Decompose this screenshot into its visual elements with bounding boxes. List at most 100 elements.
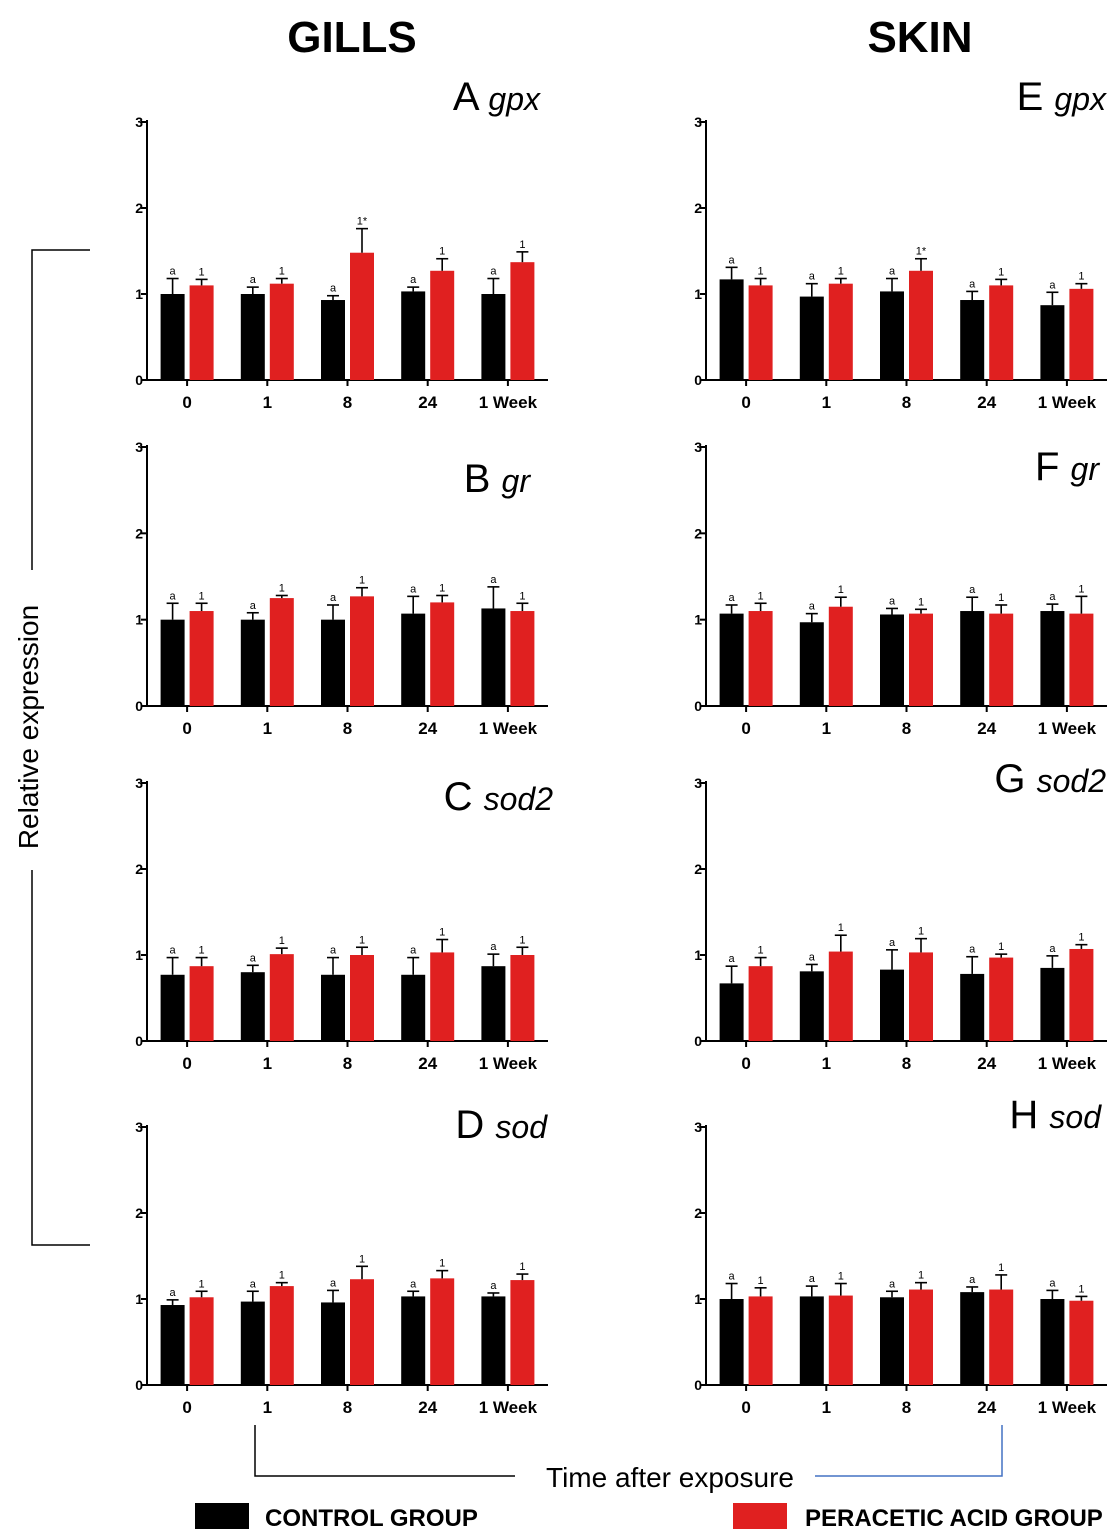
significance-label: 1	[998, 592, 1004, 604]
significance-label: 1	[918, 926, 924, 938]
significance-label: a	[729, 254, 736, 266]
control-bar	[880, 1297, 904, 1385]
x-tick-label: 24	[418, 393, 437, 412]
y-tick-label: 3	[694, 775, 702, 791]
legend-swatch-peracetic	[733, 1503, 787, 1529]
y-tick-label: 0	[135, 1377, 143, 1393]
control-bar	[960, 611, 985, 706]
significance-label: 1*	[916, 246, 927, 258]
significance-label: a	[170, 266, 177, 278]
x-tick-label: 8	[343, 719, 352, 738]
significance-label: 1	[838, 1271, 844, 1283]
panel-letter: G	[994, 757, 1036, 801]
x-tick-label: 1 Week	[479, 719, 538, 738]
y-tick-label: 2	[694, 1205, 702, 1221]
control-bar	[1040, 305, 1065, 380]
significance-label: a	[330, 945, 337, 957]
x-tick-label: 0	[182, 393, 191, 412]
control-bar	[1040, 611, 1065, 706]
x-axis-label: Time after exposure	[546, 1462, 794, 1493]
control-bar	[799, 296, 824, 380]
peracetic-bar	[350, 596, 374, 706]
panel-e: E gpx 0 1 2 3 0 a 1 1 a 1 8 a 1* 24 a 1 1 Week a 1	[694, 75, 1107, 412]
x-tick-label: 1 Week	[1038, 719, 1097, 738]
y-tick-label: 2	[135, 525, 143, 541]
significance-label: 1	[1078, 932, 1084, 944]
significance-label: a	[330, 592, 337, 604]
panel-letter: D	[455, 1103, 495, 1147]
skin-title: SKIN	[867, 13, 972, 62]
significance-label: 1	[439, 1258, 445, 1270]
peracetic-bar	[909, 270, 933, 380]
peracetic-bar	[828, 606, 853, 706]
panel-gene: gr	[1071, 451, 1101, 487]
x-tick-label: 8	[902, 393, 911, 412]
significance-label: 1	[279, 266, 285, 278]
panel-letter: A	[453, 75, 489, 119]
y-tick-label: 1	[694, 947, 702, 963]
panel-c: C sod2 0 1 2 3 0 a 1 1 a 1 8 a 1 24 a 1 1 Week a 1	[135, 775, 553, 1073]
significance-label: a	[170, 590, 177, 602]
significance-label: 1	[1078, 271, 1084, 283]
significance-label: a	[889, 595, 896, 607]
peracetic-bar	[430, 1278, 455, 1385]
peracetic-bar	[1069, 613, 1094, 706]
control-bar	[719, 1299, 744, 1385]
control-bar	[1040, 967, 1065, 1041]
peracetic-bar	[748, 966, 773, 1041]
y-tick-label: 3	[694, 1119, 702, 1135]
x-tick-label: 0	[741, 393, 750, 412]
panel-gene: gpx	[1054, 81, 1107, 117]
significance-label: a	[250, 1278, 257, 1290]
y-tick-label: 0	[135, 372, 143, 388]
x-tick-label: 24	[977, 719, 996, 738]
control-bar	[880, 969, 904, 1041]
peracetic-bar	[828, 283, 853, 380]
y-tick-label: 3	[135, 114, 143, 130]
peracetic-bar	[430, 270, 455, 380]
significance-label: 1	[998, 941, 1004, 953]
significance-label: a	[410, 274, 417, 286]
significance-label: 1	[838, 584, 844, 596]
y-tick-label: 1	[135, 612, 143, 628]
significance-label: a	[250, 952, 257, 964]
x-tick-label: 1	[263, 393, 272, 412]
x-tick-label: 24	[418, 719, 437, 738]
panel-gene: sod	[495, 1109, 548, 1145]
peracetic-bar	[748, 1296, 773, 1385]
significance-label: 1	[279, 582, 285, 594]
panel-b: B gr 0 1 2 3 0 a 1 1 a 1 8 a 1 24 a 1 1 Week a 1	[135, 439, 548, 738]
significance-label: 1	[279, 1270, 285, 1282]
significance-label: 1	[758, 590, 764, 602]
control-bar	[481, 1296, 506, 1385]
control-bar	[799, 971, 824, 1041]
x-tick-label: 1 Week	[479, 1054, 538, 1073]
x-tick-label: 0	[741, 719, 750, 738]
control-bar	[481, 294, 506, 380]
peracetic-bar	[430, 602, 455, 706]
x-tick-label: 24	[977, 1398, 996, 1417]
significance-label: 1	[1078, 1283, 1084, 1295]
control-bar	[160, 1305, 185, 1385]
significance-label: a	[809, 951, 816, 963]
peracetic-bar	[989, 1289, 1014, 1385]
peracetic-bar	[989, 285, 1014, 380]
x-tick-label: 1	[263, 1398, 272, 1417]
y-tick-label: 0	[694, 698, 702, 714]
significance-label: 1	[838, 922, 844, 934]
significance-label: 1	[758, 1275, 764, 1287]
x-tick-label: 24	[977, 393, 996, 412]
x-tick-label: 0	[182, 719, 191, 738]
control-bar	[799, 1296, 824, 1385]
significance-label: a	[889, 266, 896, 278]
y-tick-label: 3	[694, 439, 702, 455]
control-bar	[719, 279, 744, 380]
x-tick-label: 1 Week	[1038, 1054, 1097, 1073]
panel-d: D sod 0 1 2 3 0 a 1 1 a 1 8 a 1 24 a 1 1 Week a 1	[135, 1103, 548, 1417]
significance-label: 1	[439, 582, 445, 594]
panel-gene: sod2	[1037, 763, 1107, 799]
control-bar	[160, 974, 185, 1041]
x-tick-label: 1 Week	[1038, 393, 1097, 412]
panel-title-e: E gpx	[1017, 75, 1107, 119]
significance-label: a	[729, 592, 736, 604]
